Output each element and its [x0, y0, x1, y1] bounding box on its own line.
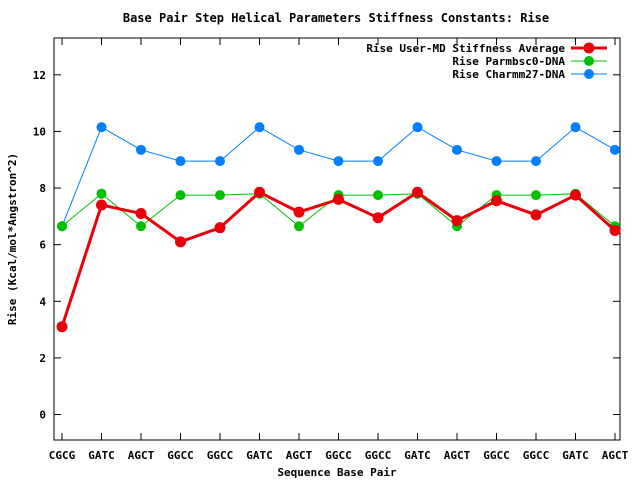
data-point [412, 186, 423, 198]
data-point [175, 156, 186, 167]
data-point [452, 144, 462, 155]
data-point [96, 199, 107, 211]
x-tick-label: AGCT [128, 449, 155, 462]
chart-title: Base Pair Step Helical Parameters Stiffn… [123, 11, 549, 25]
legend-label: Rise Charmm27-DNA [452, 68, 565, 81]
y-tick-label: 0 [39, 409, 46, 422]
data-point [215, 190, 225, 201]
y-tick-label: 12 [33, 69, 46, 82]
y-tick-label: 8 [39, 182, 46, 195]
data-point [96, 188, 107, 199]
y-tick-label: 4 [39, 295, 46, 308]
data-point [96, 122, 107, 133]
x-tick-label: GGCC [483, 449, 510, 462]
x-tick-label: GGCC [325, 449, 352, 462]
data-point [56, 321, 68, 333]
legend-label: Rise Parmbsc0-DNA [452, 55, 565, 68]
data-point [530, 209, 542, 221]
y-axis-label: Rise (Kcal/mol*Angstron^2) [6, 153, 19, 325]
data-point [610, 144, 620, 155]
x-tick-label: GATC [562, 449, 589, 462]
data-point [491, 195, 502, 207]
legend-swatch-marker [583, 42, 595, 54]
data-point [136, 144, 146, 155]
data-point [215, 156, 225, 167]
series-1 [56, 186, 621, 333]
data-point [333, 156, 344, 167]
x-tick-label: GATC [88, 449, 115, 462]
legend-swatch-marker [584, 56, 594, 66]
plot-frame [53, 37, 621, 441]
data-point [293, 206, 305, 218]
legend-swatch-marker [584, 69, 594, 79]
data-point [57, 221, 67, 232]
x-axis-label: Sequence Base Pair [277, 466, 397, 479]
data-point [135, 208, 147, 220]
x-tick-label: GATC [404, 449, 431, 462]
data-point [412, 122, 423, 133]
x-tick-label: AGCT [602, 449, 629, 462]
data-point [373, 190, 383, 201]
data-point [254, 186, 265, 198]
data-point [609, 225, 621, 237]
legend-label: Rise User-MD Stiffness Average [366, 42, 565, 55]
data-point [175, 236, 186, 248]
y-tick-label: 10 [33, 125, 46, 138]
data-point [294, 144, 304, 155]
x-tick-label: GGCC [365, 449, 392, 462]
data-point [214, 222, 226, 234]
x-tick-label: GGCC [207, 449, 234, 462]
x-tick-label: CGCG [49, 449, 76, 462]
data-point [491, 156, 502, 167]
data-point [531, 190, 541, 201]
data-point [372, 212, 384, 224]
y-tick-label: 6 [39, 239, 46, 252]
x-tick-label: AGCT [286, 449, 313, 462]
series-layer [56, 122, 621, 333]
data-point [570, 122, 581, 133]
data-point [570, 189, 581, 201]
x-tick-label: GGCC [523, 449, 550, 462]
x-tick-label: AGCT [444, 449, 471, 462]
data-point [333, 193, 344, 205]
data-point [373, 156, 383, 167]
data-point [294, 221, 304, 232]
data-point [175, 190, 186, 201]
y-tick-label: 2 [39, 352, 46, 365]
axis-ticks: 0 2 4 6 8 10 12 CGCG GATC AGCT GGCC GGCC GATC AGCT GGC… [33, 38, 629, 462]
data-point [531, 156, 541, 167]
data-point [451, 215, 463, 227]
series-3 [57, 122, 620, 232]
data-point [136, 221, 146, 232]
x-tick-label: GATC [246, 449, 273, 462]
data-point [254, 122, 265, 133]
x-tick-label: GGCC [167, 449, 194, 462]
